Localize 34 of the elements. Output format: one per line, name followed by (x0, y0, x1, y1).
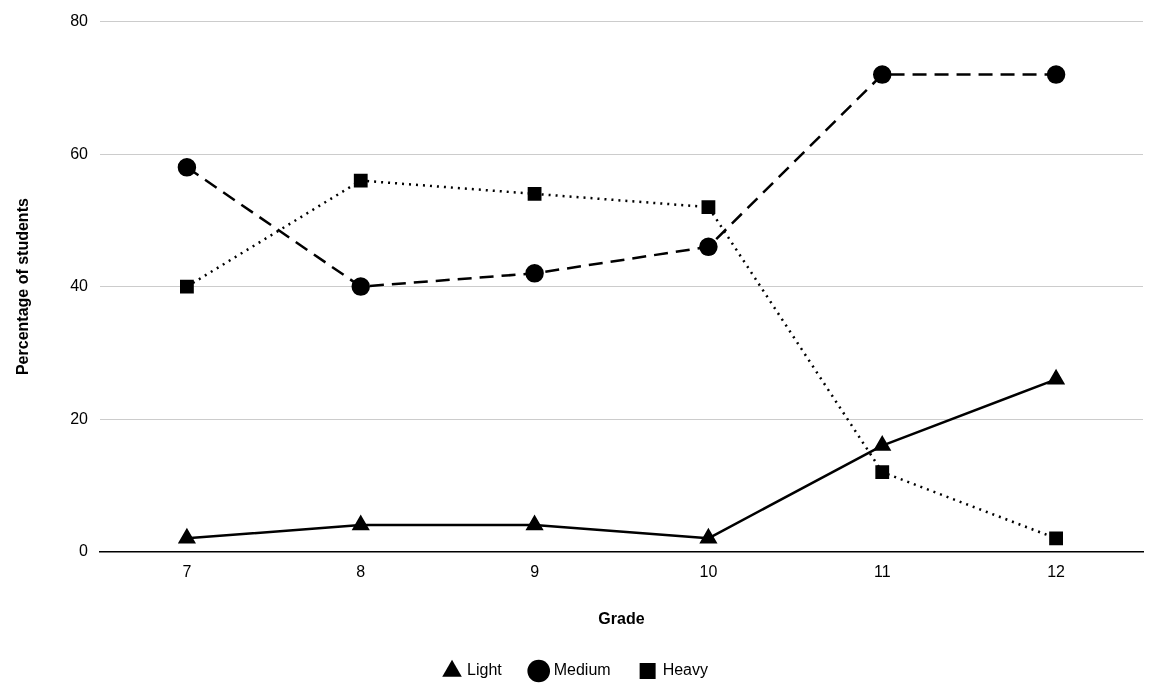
point (699, 237, 718, 257)
legend-label: Light (467, 661, 503, 679)
x-tick-label: 7 (182, 562, 192, 580)
point (527, 186, 542, 201)
point (1049, 531, 1063, 546)
point (525, 264, 544, 283)
x-tick-label: 9 (530, 562, 540, 580)
point (1047, 370, 1065, 385)
legend-label: Medium (553, 661, 611, 679)
point (873, 65, 892, 84)
x-axis-title: Grade (598, 609, 645, 627)
x-tick-label: 10 (699, 562, 718, 580)
point (874, 436, 891, 451)
point (700, 529, 717, 544)
point (526, 515, 543, 531)
y-tick-label: 40 (70, 277, 89, 295)
point (701, 200, 716, 215)
point (352, 515, 369, 531)
point (351, 277, 370, 296)
x-tick-label: 11 (873, 562, 891, 580)
x-tick-label: 8 (356, 562, 366, 580)
point (177, 158, 197, 177)
y-tick-label: 0 (79, 542, 89, 560)
y-tick-label: 60 (70, 144, 89, 162)
point (178, 529, 196, 544)
point (180, 279, 194, 294)
y-tick-label: 80 (70, 12, 89, 30)
y-tick-label: 20 (70, 409, 89, 427)
point (1046, 65, 1066, 84)
y-axis-title: Percentage of students (14, 198, 32, 376)
x-tick-label: 12 (1047, 562, 1066, 580)
point (875, 465, 890, 480)
legend-label: Heavy (662, 661, 708, 679)
point (353, 173, 368, 188)
